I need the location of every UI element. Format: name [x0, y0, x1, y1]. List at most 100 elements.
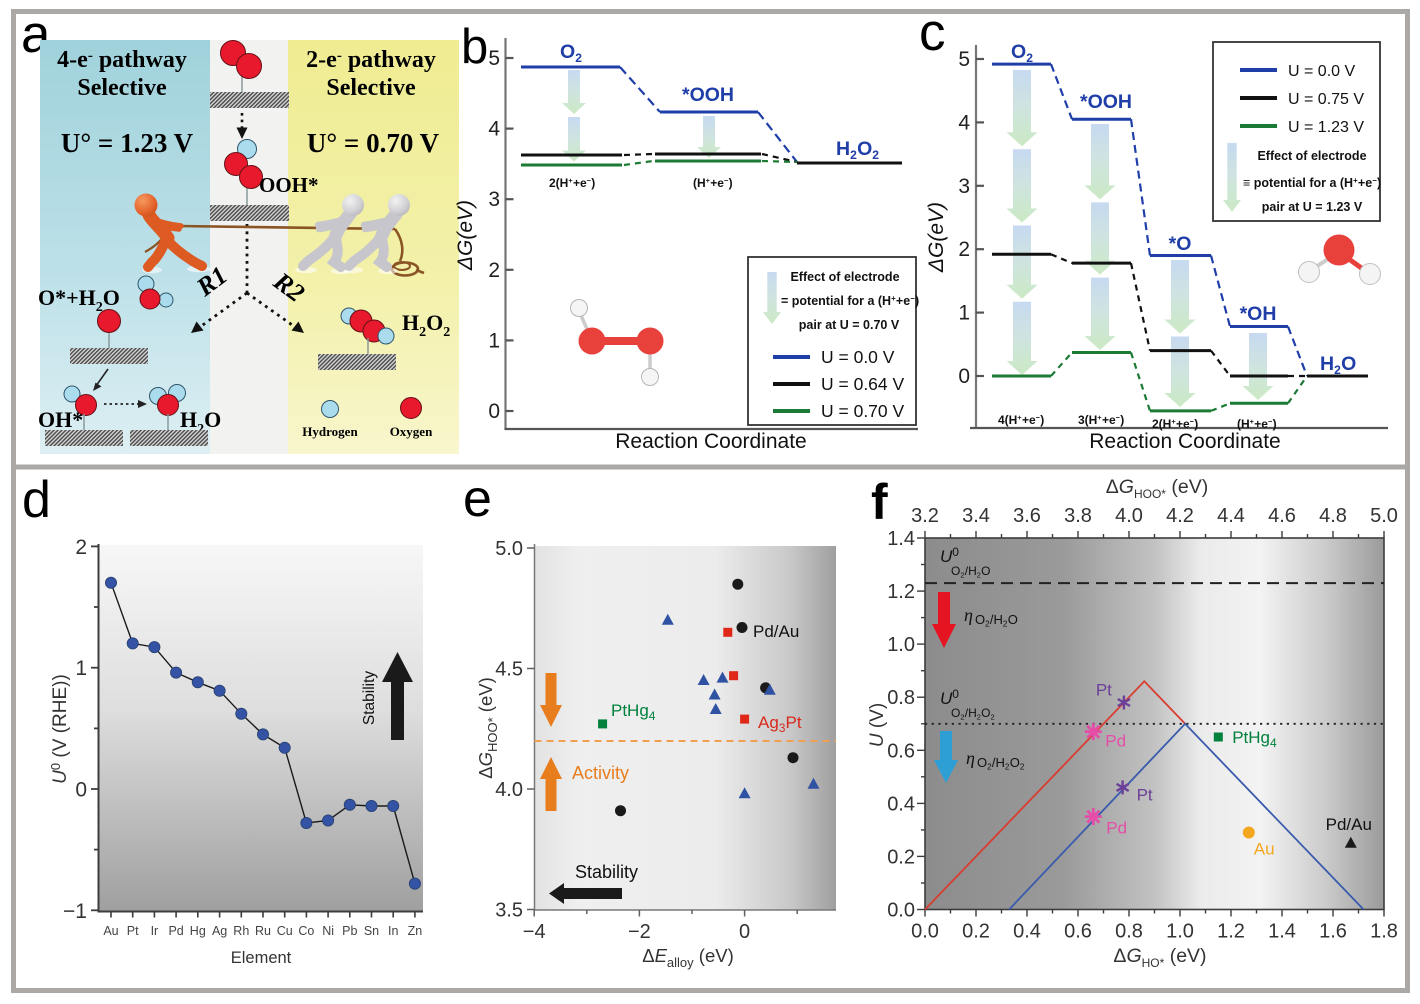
svg-text:Hg: Hg: [190, 924, 206, 938]
svg-text:0.0: 0.0: [887, 900, 915, 922]
svg-text:*OH: *OH: [1240, 303, 1277, 325]
svg-text:d: d: [22, 471, 51, 529]
svg-text:H2 O: H2 O: [1320, 353, 1356, 377]
svg-text:0.4: 0.4: [887, 793, 915, 815]
svg-text:O2 /H2 O2: O2 /H2 O2: [951, 706, 995, 721]
svg-text:Ni: Ni: [322, 924, 334, 938]
svg-text:3.8: 3.8: [1064, 505, 1092, 527]
svg-text:5: 5: [488, 47, 500, 70]
svg-text:Ag: Ag: [212, 924, 227, 938]
svg-text:Pt: Pt: [1137, 785, 1153, 804]
svg-text:Au: Au: [103, 924, 118, 938]
svg-text:e: e: [463, 470, 492, 528]
svg-text:0.0: 0.0: [911, 921, 939, 943]
svg-text:PtHg4: PtHg4: [1232, 728, 1277, 750]
svg-text:f: f: [871, 474, 888, 530]
svg-text:0: 0: [488, 400, 500, 423]
svg-text:1: 1: [958, 302, 970, 325]
svg-text:U = 0.64 V: U = 0.64 V: [821, 374, 905, 394]
svg-text:1.2: 1.2: [887, 581, 915, 603]
svg-text:0.2: 0.2: [962, 921, 990, 943]
svg-text:3(H+ +e− ): 3(H+ +e− ): [1078, 413, 1124, 427]
svg-text:U = 0.75 V: U = 0.75 V: [1288, 91, 1364, 108]
svg-text:−1: −1: [63, 900, 87, 923]
svg-text:1.2: 1.2: [1217, 921, 1245, 943]
svg-text:ΔG(eV): ΔG(eV): [454, 200, 477, 271]
svg-text:pair at U = 1.23 V: pair at U = 1.23 V: [1262, 200, 1363, 214]
svg-text:U = 0.70 V: U = 0.70 V: [821, 401, 905, 421]
svg-text:Reaction Coordinate: Reaction Coordinate: [615, 430, 806, 453]
svg-text:Pt: Pt: [1096, 681, 1112, 700]
svg-text:U° = 1.23 V: U° = 1.23 V: [61, 128, 194, 158]
svg-text:0.4: 0.4: [1013, 921, 1041, 943]
svg-text:Reaction Coordinate: Reaction Coordinate: [1089, 430, 1280, 453]
svg-text:4.4: 4.4: [1217, 505, 1245, 527]
svg-text:Co: Co: [298, 924, 314, 938]
svg-text:Ru: Ru: [255, 924, 271, 938]
svg-text:Sn: Sn: [364, 924, 379, 938]
svg-text:pair at U = 0.70 V: pair at U = 0.70 V: [799, 318, 900, 332]
svg-text:2: 2: [488, 259, 500, 282]
svg-text:4.6: 4.6: [1268, 505, 1296, 527]
svg-text:b: b: [461, 20, 488, 74]
svg-text:Oxygen: Oxygen: [390, 424, 433, 439]
svg-text:(H+ +e− ): (H+ +e− ): [1237, 417, 1277, 431]
svg-text:*O: *O: [1169, 233, 1192, 255]
svg-text:Hydrogen: Hydrogen: [302, 424, 358, 439]
svg-text:3: 3: [488, 188, 500, 211]
svg-text:3.5: 3.5: [495, 900, 523, 922]
svg-text:η: η: [966, 748, 975, 768]
svg-text:1.4: 1.4: [1268, 921, 1296, 943]
svg-text:Pd/Au: Pd/Au: [753, 622, 799, 641]
svg-text:O2: O2: [1011, 41, 1033, 65]
svg-text:2: 2: [75, 536, 87, 559]
svg-text:3.6: 3.6: [1013, 505, 1041, 527]
svg-text:U0 (V (RHE)): U0 (V (RHE)): [48, 674, 71, 784]
svg-text:Pd: Pd: [1105, 732, 1126, 751]
svg-text:0: 0: [958, 365, 970, 388]
svg-text:Ir: Ir: [151, 924, 159, 938]
svg-text:1.8: 1.8: [1370, 921, 1398, 943]
svg-text:1: 1: [488, 329, 500, 352]
svg-text:0.2: 0.2: [887, 846, 915, 868]
svg-text:Pt: Pt: [127, 924, 139, 938]
svg-text:0.6: 0.6: [1064, 921, 1092, 943]
svg-text:U = 1.23 V: U = 1.23 V: [1288, 119, 1364, 136]
svg-text:Activity: Activity: [572, 763, 629, 783]
svg-text:1.6: 1.6: [1319, 921, 1347, 943]
svg-text:3.2: 3.2: [911, 505, 939, 527]
svg-text:2(H+ +e− ): 2(H+ +e− ): [549, 176, 595, 190]
svg-text:= potential for a (H+ +e− ): = potential for a (H+ +e− ): [781, 294, 919, 308]
svg-text:O2 /H2 O2: O2 /H2 O2: [977, 755, 1025, 772]
svg-text:4-e- pathway: 4-e- pathway: [57, 47, 187, 73]
svg-text:3: 3: [958, 175, 970, 198]
svg-text:1.0: 1.0: [1166, 921, 1194, 943]
svg-text:0.8: 0.8: [887, 687, 915, 709]
svg-text:5: 5: [958, 48, 970, 71]
svg-text:1.0: 1.0: [887, 634, 915, 656]
svg-text:Selective: Selective: [77, 75, 167, 101]
svg-text:OOH*: OOH*: [259, 173, 319, 197]
svg-text:Pd: Pd: [168, 924, 183, 938]
svg-text:U (V): U (V): [867, 703, 888, 747]
svg-text:Au: Au: [1254, 840, 1275, 859]
svg-text:4: 4: [958, 111, 970, 134]
svg-text:U° = 0.70 V: U° = 0.70 V: [307, 128, 440, 158]
svg-text:(H+ +e− ): (H+ +e− ): [693, 176, 733, 190]
svg-text:Effect of electrode: Effect of electrode: [1257, 149, 1366, 163]
svg-text:Cu: Cu: [277, 924, 293, 938]
svg-text:Zn: Zn: [408, 924, 423, 938]
svg-text:0.8: 0.8: [1115, 921, 1143, 943]
svg-text:Stability: Stability: [575, 862, 638, 882]
svg-text:In: In: [388, 924, 398, 938]
svg-text:4.0: 4.0: [1115, 505, 1143, 527]
svg-text:U = 0.0 V: U = 0.0 V: [821, 347, 895, 367]
svg-text:ΔEalloy (eV): ΔEalloy (eV): [642, 945, 734, 970]
svg-text:0: 0: [75, 779, 87, 802]
svg-text:−4: −4: [523, 921, 546, 943]
svg-text:O2 /H2 O: O2 /H2 O: [975, 612, 1018, 629]
svg-text:U0: U0: [940, 687, 959, 708]
svg-text:U = 0.0 V: U = 0.0 V: [1288, 63, 1355, 80]
svg-text:4(H+ +e− ): 4(H+ +e− ): [998, 413, 1044, 427]
svg-text:ΔGHO* (eV): ΔGHO* (eV): [1113, 945, 1206, 970]
